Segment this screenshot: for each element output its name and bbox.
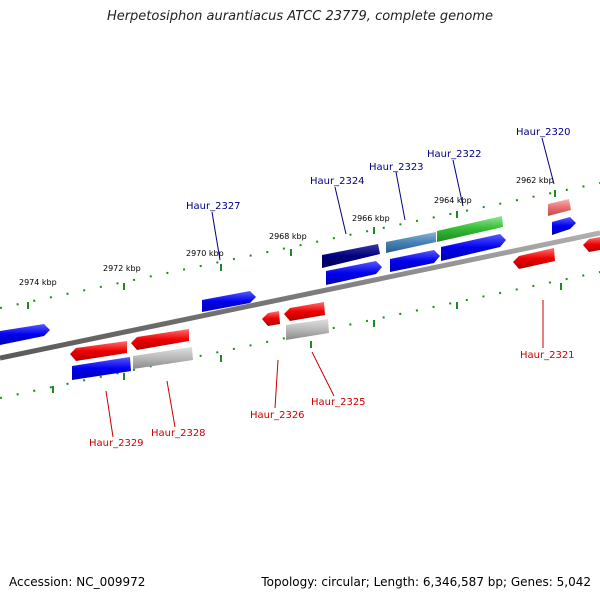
scale-label-2968-kbp: 2968 kbp: [269, 232, 307, 241]
gene-arrow: [286, 319, 329, 340]
gene-arrow: [202, 291, 256, 312]
gene-arrow: [72, 357, 131, 380]
scale-label-2972-kbp: 2972 kbp: [103, 264, 141, 273]
genome-stats-text: Topology: circular; Length: 6,346,587 bp…: [261, 575, 591, 589]
gene-label-haur-2328: Haur_2328: [151, 428, 206, 439]
gene-label-haur-2320: Haur_2320: [516, 127, 571, 138]
gene-label-haur-2321: Haur_2321: [520, 350, 575, 361]
scale-label-2964-kbp: 2964 kbp: [434, 196, 472, 205]
gene-arrow: [552, 217, 576, 235]
forward-strand-genes: [0, 199, 576, 345]
gene-arrow: [386, 232, 436, 253]
gene-arrow: [583, 237, 600, 252]
scale-label-2974-kbp: 2974 kbp: [19, 278, 57, 287]
outer-tick-track: [0, 182, 600, 309]
map-title: Herpetosiphon aurantiacus ATCC 23779, co…: [106, 9, 494, 24]
leader-lines: [105, 137, 555, 438]
gene-label-haur-2329: Haur_2329: [89, 438, 144, 449]
gene-arrow: [322, 244, 380, 268]
gene-arrow: [437, 216, 503, 242]
gene-arrow: [513, 248, 555, 269]
accession-text: Accession: NC_009972: [9, 575, 146, 589]
gene-label-haur-2322: Haur_2322: [427, 149, 482, 160]
gene-arrow: [548, 199, 571, 216]
gene-arrow: [441, 234, 506, 261]
scale-label-2970-kbp: 2970 kbp: [186, 249, 224, 258]
gene-label-haur-2327: Haur_2327: [186, 201, 241, 212]
gene-arrow: [70, 341, 127, 361]
gene-arrow: [133, 347, 193, 369]
scale-label-2966-kbp: 2966 kbp: [352, 214, 390, 223]
reverse-strand-genes: [70, 237, 600, 380]
gene-label-haur-2325: Haur_2325: [311, 397, 366, 408]
gene-label-haur-2324: Haur_2324: [310, 176, 365, 187]
gene-arrow: [0, 324, 50, 345]
gene-arrow: [326, 261, 382, 285]
gene-arrow: [284, 302, 325, 321]
gene-arrow: [262, 311, 280, 326]
scale-label-2962-kbp: 2962 kbp: [516, 176, 554, 185]
gene-label-haur-2323: Haur_2323: [369, 162, 424, 173]
genome-backbone: [0, 230, 600, 361]
gene-arrow: [390, 250, 440, 272]
major-ticks: [27, 190, 562, 393]
gene-arrow: [131, 329, 189, 350]
gene-label-haur-2326: Haur_2326: [250, 410, 305, 421]
